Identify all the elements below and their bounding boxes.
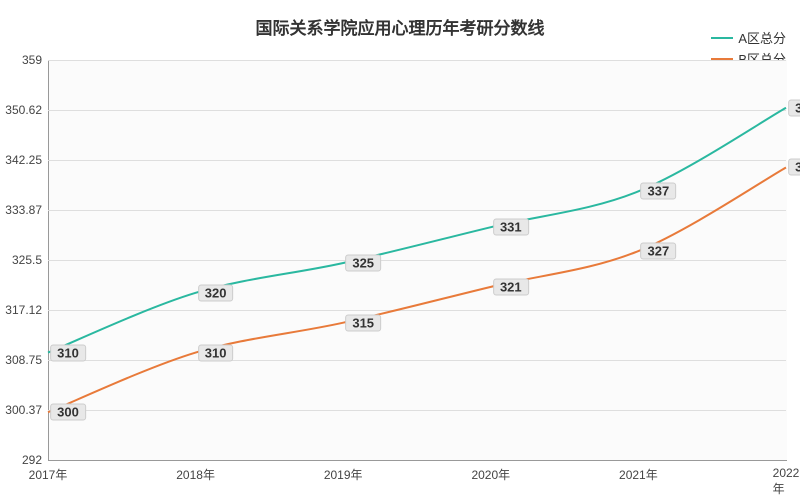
y-axis-label: 292 bbox=[22, 453, 42, 467]
chart-title: 国际关系学院应用心理历年考研分数线 bbox=[256, 14, 545, 39]
data-point-label: 320 bbox=[198, 284, 234, 301]
y-axis-label: 359 bbox=[22, 53, 42, 67]
series-line bbox=[48, 108, 786, 353]
data-point-label: 351 bbox=[788, 99, 800, 116]
data-point-label: 331 bbox=[493, 219, 529, 236]
x-axis-label: 2017年 bbox=[29, 466, 68, 483]
x-axis-label: 2018年 bbox=[176, 466, 215, 483]
chart-container: 国际关系学院应用心理历年考研分数线 A区总分 B区总分 292300.37308… bbox=[0, 0, 800, 500]
x-axis-label: 2021年 bbox=[619, 466, 658, 483]
data-point-label: 315 bbox=[345, 314, 381, 331]
data-point-label: 300 bbox=[50, 404, 86, 421]
data-point-label: 321 bbox=[493, 278, 529, 295]
series-line bbox=[48, 167, 786, 412]
chart-lines bbox=[48, 60, 786, 460]
x-axis-label: 2020年 bbox=[471, 466, 510, 483]
data-point-label: 341 bbox=[788, 159, 800, 176]
plot-area: 292300.37308.75317.12325.5333.87342.2535… bbox=[48, 60, 786, 460]
x-axis-label: 2022年 bbox=[773, 466, 800, 497]
legend-label-a: A区总分 bbox=[738, 28, 786, 47]
data-point-label: 337 bbox=[641, 183, 677, 200]
y-axis-label: 300.37 bbox=[5, 403, 42, 417]
x-axis-label: 2019年 bbox=[324, 466, 363, 483]
y-axis-label: 342.25 bbox=[5, 153, 42, 167]
legend-item-a: A区总分 bbox=[711, 28, 786, 47]
data-point-label: 310 bbox=[50, 344, 86, 361]
y-axis-label: 308.75 bbox=[5, 353, 42, 367]
legend-swatch-a bbox=[711, 37, 733, 39]
y-axis-label: 325.5 bbox=[12, 253, 42, 267]
data-point-label: 310 bbox=[198, 344, 234, 361]
y-axis-label: 317.12 bbox=[5, 303, 42, 317]
data-point-label: 325 bbox=[345, 254, 381, 271]
y-axis-label: 350.62 bbox=[5, 103, 42, 117]
data-point-label: 327 bbox=[641, 243, 677, 260]
y-axis-label: 333.87 bbox=[5, 203, 42, 217]
